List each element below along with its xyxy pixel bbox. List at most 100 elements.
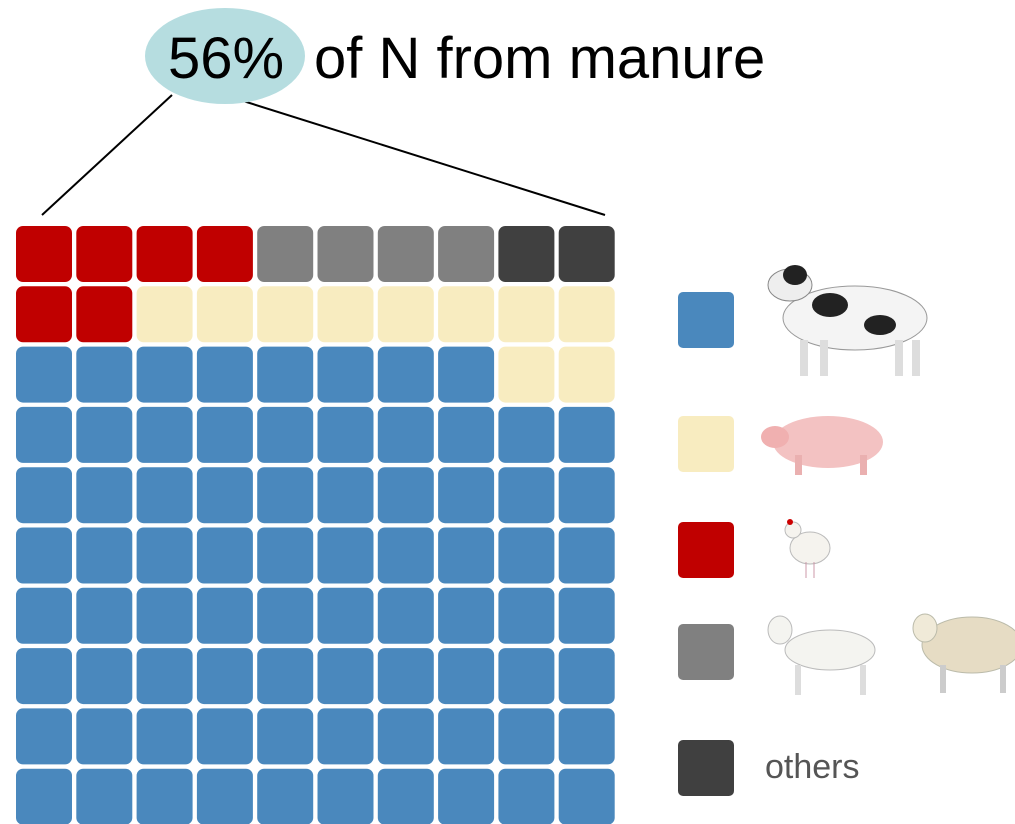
callout-line <box>240 100 605 215</box>
waffle-cell <box>137 769 193 824</box>
waffle-cell <box>16 347 72 403</box>
legend: others <box>678 292 860 796</box>
goat-icon <box>768 616 875 695</box>
waffle-cell <box>559 226 615 282</box>
waffle-cell <box>498 528 554 584</box>
waffle-cell <box>197 528 253 584</box>
waffle-cell <box>498 407 554 463</box>
waffle-cell <box>197 226 253 282</box>
waffle-cell <box>559 407 615 463</box>
waffle-cell <box>378 528 434 584</box>
waffle-cell <box>438 467 494 523</box>
pig-icon <box>761 416 883 475</box>
legend-swatch <box>678 624 734 680</box>
waffle-cell <box>438 226 494 282</box>
waffle-cell <box>137 347 193 403</box>
waffle-cell <box>318 226 374 282</box>
waffle-cell <box>137 407 193 463</box>
waffle-cell <box>498 286 554 342</box>
waffle-cell <box>197 648 253 704</box>
waffle-cell <box>559 588 615 644</box>
waffle-cell <box>559 708 615 764</box>
cow-icon <box>768 265 927 376</box>
waffle-cell <box>378 286 434 342</box>
waffle-cell <box>137 708 193 764</box>
waffle-cell <box>498 769 554 824</box>
waffle-cell <box>137 467 193 523</box>
waffle-cell <box>76 769 132 824</box>
waffle-cell <box>438 708 494 764</box>
waffle-cell <box>257 769 313 824</box>
waffle-cell <box>16 708 72 764</box>
waffle-cell <box>559 648 615 704</box>
waffle-cell <box>257 708 313 764</box>
waffle-cell <box>378 648 434 704</box>
waffle-cell <box>197 347 253 403</box>
waffle-cell <box>438 769 494 824</box>
waffle-cell <box>76 407 132 463</box>
waffle-cell <box>318 708 374 764</box>
legend-label: others <box>765 748 860 786</box>
waffle-cell <box>197 286 253 342</box>
waffle-cell <box>559 467 615 523</box>
waffle-cell <box>76 648 132 704</box>
legend-swatch <box>678 292 734 348</box>
waffle-cell <box>16 286 72 342</box>
waffle-cell <box>197 467 253 523</box>
waffle-cell <box>197 588 253 644</box>
waffle-cell <box>137 226 193 282</box>
waffle-cell <box>378 467 434 523</box>
waffle-cell <box>76 467 132 523</box>
waffle-cell <box>559 347 615 403</box>
waffle-cell <box>76 286 132 342</box>
waffle-cell <box>16 407 72 463</box>
waffle-cell <box>257 407 313 463</box>
waffle-cell <box>16 226 72 282</box>
waffle-cell <box>137 286 193 342</box>
waffle-cell <box>16 528 72 584</box>
waffle-cell <box>378 407 434 463</box>
waffle-cell <box>76 528 132 584</box>
waffle-cell <box>378 588 434 644</box>
waffle-cell <box>378 347 434 403</box>
sheep-icon <box>913 614 1015 693</box>
waffle-cell <box>498 226 554 282</box>
waffle-cell <box>137 588 193 644</box>
waffle-cell <box>76 347 132 403</box>
waffle-cell <box>438 407 494 463</box>
waffle-cell <box>137 648 193 704</box>
waffle-cell <box>318 528 374 584</box>
chart: 56% of N from manure others <box>0 0 1015 824</box>
waffle-cell <box>76 226 132 282</box>
waffle-cell <box>498 708 554 764</box>
waffle-cell <box>498 648 554 704</box>
waffle-cell <box>16 467 72 523</box>
waffle-cell <box>498 588 554 644</box>
waffle-cell <box>76 708 132 764</box>
waffle-cell <box>318 286 374 342</box>
waffle-cell <box>197 769 253 824</box>
waffle-grid <box>16 226 615 824</box>
waffle-cell <box>76 588 132 644</box>
waffle-cell <box>318 467 374 523</box>
title-highlight: 56% <box>168 26 284 91</box>
waffle-cell <box>257 648 313 704</box>
waffle-cell <box>559 528 615 584</box>
chicken-icon <box>785 519 830 578</box>
waffle-cell <box>378 769 434 824</box>
waffle-cell <box>197 407 253 463</box>
waffle-cell <box>318 407 374 463</box>
waffle-cell <box>257 347 313 403</box>
waffle-cell <box>559 286 615 342</box>
waffle-cell <box>257 286 313 342</box>
waffle-cell <box>378 226 434 282</box>
waffle-cell <box>197 708 253 764</box>
waffle-cell <box>257 226 313 282</box>
waffle-cell <box>257 528 313 584</box>
chart-title: of N from manure <box>314 26 765 91</box>
waffle-cell <box>16 769 72 824</box>
legend-swatch <box>678 522 734 578</box>
waffle-cell <box>559 769 615 824</box>
waffle-cell <box>438 588 494 644</box>
waffle-cell <box>438 347 494 403</box>
